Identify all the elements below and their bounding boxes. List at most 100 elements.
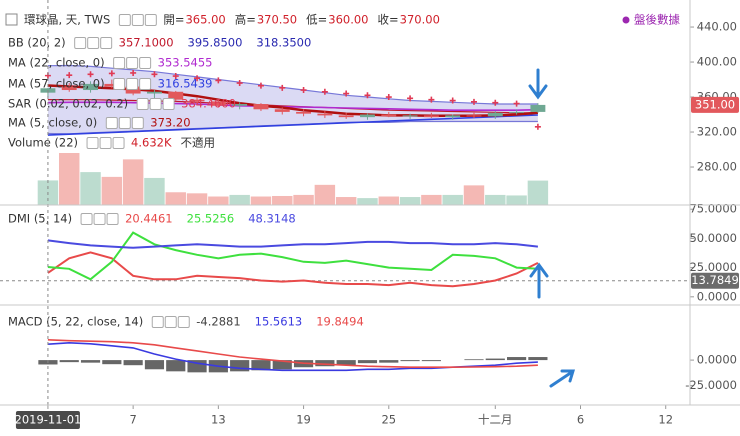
sar-point (151, 71, 158, 78)
candle-body (296, 111, 312, 114)
legend-icon (149, 98, 162, 110)
y-tick-label: 0.0000 (697, 289, 737, 303)
volume-bar (272, 195, 293, 205)
volume-bar (335, 197, 357, 205)
legend-icon (126, 57, 139, 69)
annotation-arrow (528, 68, 576, 388)
legend-icon (113, 57, 126, 69)
legend-icon (113, 78, 126, 90)
ohlc-key: 收= (378, 13, 399, 27)
legend-icon (118, 117, 131, 129)
indicator-name: MA (57, close, 0) (8, 77, 105, 91)
legend-icon (164, 316, 177, 328)
legend-icon (93, 213, 106, 225)
macd-histogram-bar (230, 360, 250, 372)
macd-histogram-bar (144, 360, 165, 370)
volume-bar (293, 194, 314, 205)
indicator-value: 4.632K (131, 136, 172, 150)
candle-body (317, 113, 333, 116)
legend-icon (99, 137, 112, 149)
chart-title: 環球晶, 天, TWS (24, 13, 110, 27)
macd-histogram-bar (400, 360, 420, 362)
y-tick-label: 0.0000 (697, 353, 737, 367)
indicator-value: 318.3500 (256, 36, 311, 50)
legend-icon (177, 316, 190, 328)
macd-histogram-bar (272, 360, 292, 370)
sar-point (364, 92, 371, 99)
sar-point (215, 77, 222, 84)
candle-body (402, 115, 418, 117)
ohlc-value: 360.00 (328, 13, 368, 27)
crosshair-time-box (15, 411, 80, 429)
legend-icon (131, 117, 144, 129)
macd-histogram-bar (315, 360, 335, 367)
volume-bar (442, 194, 463, 205)
indicator-value: 373.20 (150, 116, 190, 130)
x-tick-label: 12 (658, 413, 673, 427)
indicator-value: -4.2881 (196, 315, 240, 329)
sar-point (87, 71, 94, 78)
x-tick-label: 7 (129, 413, 136, 427)
indicator-name: MA (22, close, 0) (8, 56, 105, 70)
candle-body (210, 101, 226, 106)
candle-body (61, 86, 77, 91)
candle-body (445, 115, 461, 118)
candle-body (104, 83, 120, 87)
sar-point (534, 123, 541, 130)
indicator-value: 19.8494 (316, 315, 364, 329)
legend-icon (86, 137, 99, 149)
y-tick-label: 280.00 (697, 160, 737, 174)
indicator-name: Volume (22) (8, 136, 78, 150)
candle-body (189, 99, 205, 102)
crosshair-value-box (691, 272, 739, 289)
x-tick-label: 13 (211, 413, 226, 427)
volume-bar (314, 184, 336, 205)
macd-histogram-bar (421, 360, 441, 362)
y-tick-label: 50.0000 (689, 231, 737, 245)
candle-body (466, 115, 482, 117)
macd-histogram-bar (507, 357, 527, 361)
macd-histogram-bar (123, 360, 143, 366)
volume-bar (527, 180, 549, 205)
legend-icon (131, 14, 144, 26)
y-tick-label: 320.00 (697, 125, 737, 139)
legend-icon (139, 57, 152, 69)
volume-bar (186, 193, 208, 205)
x-tick-label: 十二月 (478, 413, 513, 427)
legend-icon (118, 14, 131, 26)
volume-bar (165, 192, 186, 205)
indicator-name: DMI (5, 14) (8, 212, 72, 226)
indicator-value: 395.8500 (188, 36, 243, 50)
sar-point (172, 73, 179, 80)
indicator-name: SAR (0.02, 0.02, 0.2) (8, 97, 128, 111)
ohlc-value: 370.00 (400, 13, 440, 27)
legend-icon (80, 213, 93, 225)
indicator-value: 357.1000 (119, 36, 174, 50)
volume-bar (399, 197, 421, 205)
volume-bar (506, 195, 527, 205)
sar-point (66, 72, 73, 79)
legend-icon (136, 98, 149, 110)
volume-bar (59, 153, 80, 205)
volume-bar (80, 172, 101, 205)
macd-histogram-bar (80, 360, 101, 363)
ma-line (47, 101, 538, 111)
sar-point (130, 69, 137, 76)
ma-line (47, 114, 538, 136)
volume-bar (101, 176, 123, 205)
indicator-value: 25.5256 (187, 212, 235, 226)
x-tick-label: 2019-11-01 (15, 413, 82, 427)
legend-icon (162, 98, 175, 110)
volume-bar (208, 196, 229, 205)
sar-point (385, 94, 392, 101)
indicator-name: MA (5, close, 0) (8, 116, 97, 130)
legend-icon (87, 37, 100, 49)
indicator-value: 48.3148 (248, 212, 296, 226)
y-tick-label: 400.00 (697, 55, 737, 69)
x-tick-label: 25 (381, 413, 396, 427)
volume-bar (122, 159, 144, 205)
indicator-value: 15.5613 (255, 315, 303, 329)
y-tick-label: 440.00 (697, 20, 737, 34)
legend-icon (106, 213, 119, 225)
dmi-line (47, 239, 539, 249)
